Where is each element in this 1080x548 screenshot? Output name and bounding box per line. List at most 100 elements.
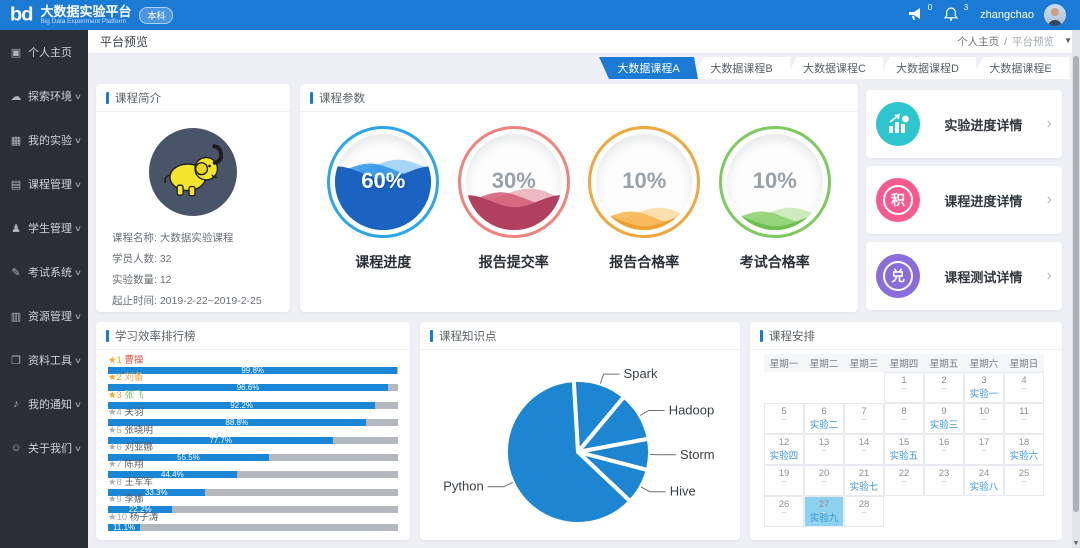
page-scrollbar: ▼ — [1072, 30, 1080, 548]
chevron-down-icon: ∨ — [73, 311, 83, 321]
tab-大数据课程E[interactable]: 大数据课程E — [971, 57, 1070, 79]
calendar-day-dash — [782, 481, 786, 482]
sidebar-item-我的实验[interactable]: ▦ 我的实验 ∨ — [0, 118, 88, 162]
calendar-day-25[interactable]: 25 — [1004, 465, 1044, 496]
calendar-day-27[interactable]: 27 实验九 — [804, 496, 844, 527]
calendar-day-5[interactable]: 5 — [764, 403, 804, 434]
username[interactable]: zhangchao — [980, 9, 1034, 21]
chevron-down-icon: ∨ — [73, 223, 83, 233]
ji-seal-icon: 积 — [876, 178, 920, 222]
calendar-day-dash — [782, 512, 786, 513]
calendar-day-8[interactable]: 8 — [884, 403, 924, 434]
calendar-day-number: 13 — [818, 437, 830, 448]
calendar-day-22[interactable]: 22 — [884, 465, 924, 496]
calendar-day-dash — [942, 481, 946, 482]
pie-label-line — [639, 410, 665, 416]
pie-label-Python: Python — [443, 479, 483, 494]
calendar-day-7[interactable]: 7 — [844, 403, 884, 434]
calendar-day-10[interactable]: 10 — [964, 403, 1004, 434]
calendar-day-2[interactable]: 2 — [924, 372, 964, 403]
gauges-row: 60% 课程进度 30% 报告提交率 10% 报告合格率 10% 考试合格率 — [300, 112, 858, 272]
detail-link-课程测试详情[interactable]: 兑 课程测试详情 › — [866, 242, 1062, 310]
ranking-name-text: 张晓明 — [124, 424, 153, 436]
sidebar-item-个人主页[interactable]: ▣ 个人主页 — [0, 30, 88, 74]
star-icon: ★1 — [108, 355, 125, 366]
ranking-bar-value: 55.5% — [177, 452, 200, 462]
calendar-day-number: 11 — [1019, 406, 1029, 417]
ranking-bar-track: 22.2% — [108, 505, 398, 515]
calendar-day-dash — [902, 388, 906, 389]
calendar-day-number: 4 — [1021, 375, 1027, 386]
calendar-day-4[interactable]: 4 — [1004, 372, 1044, 403]
sidebar-item-label: 关于我们 — [28, 443, 72, 455]
gauge-value: 60% — [361, 167, 406, 193]
chevron-down-icon: ∨ — [73, 179, 83, 189]
calendar-empty-cell — [1004, 496, 1044, 527]
megaphone-icon[interactable]: 0 — [908, 3, 932, 23]
calendar-day-number: 18 — [1018, 437, 1030, 448]
calendar-day-6[interactable]: 6 实验二 — [804, 403, 844, 434]
calendar-day-number: 8 — [901, 406, 907, 417]
bell-icon[interactable]: 3 — [944, 3, 968, 23]
app-logo[interactable]: bd 大数据实验平台 Big Data Experiment Platform — [0, 5, 131, 26]
calendar-day-dash — [862, 450, 866, 451]
sidebar-item-资源管理[interactable]: ▥ 资源管理 ∨ — [0, 294, 88, 338]
ranking-bar-value: 99.8% — [241, 366, 265, 375]
bell-count: 3 — [963, 3, 969, 12]
calendar-day-dash — [862, 512, 866, 513]
user-avatar[interactable] — [1044, 4, 1066, 26]
calendar-day-19[interactable]: 19 — [764, 465, 804, 496]
tab-大数据课程C[interactable]: 大数据课程C — [785, 57, 884, 79]
sidebar-item-学生管理[interactable]: ♟ 学生管理 ∨ — [0, 206, 88, 250]
calendar-day-13[interactable]: 13 — [804, 434, 844, 465]
gauge-liquid: 10% — [596, 134, 693, 230]
calendar-day-23[interactable]: 23 — [924, 465, 964, 496]
calendar-day-26[interactable]: 26 — [764, 496, 804, 527]
sidebar-item-探索环境[interactable]: ☁ 探索环境 ∨ — [0, 74, 88, 118]
star-icon: ★8 — [108, 476, 125, 488]
calendar-day-number: 20 — [818, 468, 830, 479]
course-intro-title-row: 课程简介 — [96, 84, 290, 112]
calendar-day-12[interactable]: 12 实验四 — [764, 434, 804, 465]
ranking-name: ★6 刘亚娜 — [108, 442, 398, 453]
scrollbar-thumb[interactable] — [1073, 56, 1079, 512]
breadcrumb-current[interactable]: 平台预览 — [1012, 36, 1054, 48]
sidebar-item-关于我们[interactable]: ☺ 关于我们 ∨ — [0, 426, 88, 470]
detail-link-课程进度详情[interactable]: 积 课程进度详情 › — [866, 166, 1062, 234]
schedule-title: 课程安排 — [769, 330, 815, 343]
ranking-bar-value: 22.2% — [128, 505, 152, 515]
detail-link-实验进度详情[interactable]: 实验进度详情 › — [866, 90, 1062, 158]
sidebar-item-资料工具[interactable]: ❐ 资料工具 ∨ — [0, 338, 88, 382]
calendar-day-20[interactable]: 20 — [804, 465, 844, 496]
calendar-day-3[interactable]: 3 实验一 — [964, 372, 1004, 403]
calendar-day-11[interactable]: 11 — [1004, 403, 1044, 434]
bd-goggles-logo-icon: bd — [10, 4, 33, 26]
calendar-day-15[interactable]: 15 实验五 — [884, 434, 924, 465]
calendar-day-17[interactable]: 17 — [964, 434, 1004, 465]
tab-大数据课程A[interactable]: 大数据课程A — [599, 57, 698, 79]
star-icon: ★5 — [108, 424, 125, 436]
star-icon: ★4 — [108, 407, 125, 419]
calendar-day-18[interactable]: 18 实验六 — [1004, 434, 1044, 465]
sidebar-item-课程管理[interactable]: ▤ 课程管理 ∨ — [0, 162, 88, 206]
ranking-name: ★7 陈翔 — [108, 460, 398, 470]
ranking-name: ★5 张晓明 — [108, 424, 398, 436]
calendar-day-21[interactable]: 21 实验七 — [844, 465, 884, 496]
calendar-day-16[interactable]: 16 — [924, 434, 964, 465]
tab-大数据课程D[interactable]: 大数据课程D — [878, 57, 977, 79]
tab-大数据课程B[interactable]: 大数据课程B — [692, 57, 791, 79]
calendar-day-9[interactable]: 9 实验三 — [924, 403, 964, 434]
breadcrumb-home[interactable]: 个人主页 — [957, 36, 1000, 48]
calendar-day-24[interactable]: 24 实验八 — [964, 465, 1004, 496]
sidebar-item-label: 我的实验 — [28, 135, 72, 147]
calendar-day-14[interactable]: 14 — [844, 434, 884, 465]
sidebar-item-我的通知[interactable]: ♪ 我的通知 ∨ — [0, 382, 88, 426]
pin-icon[interactable]: ▼ — [1064, 36, 1072, 45]
gauge-label: 考试合格率 — [739, 254, 810, 270]
calendar-day-1[interactable]: 1 — [884, 372, 924, 403]
breadcrumb: 个人主页 / 平台预览 — [957, 34, 1054, 49]
calendar-day-28[interactable]: 28 — [844, 496, 884, 527]
scrollbar-down-arrow-icon[interactable]: ▼ — [1072, 540, 1080, 547]
sidebar-item-考试系统[interactable]: ✎ 考试系统 ∨ — [0, 250, 88, 294]
calendar-empty-cell — [844, 372, 884, 403]
